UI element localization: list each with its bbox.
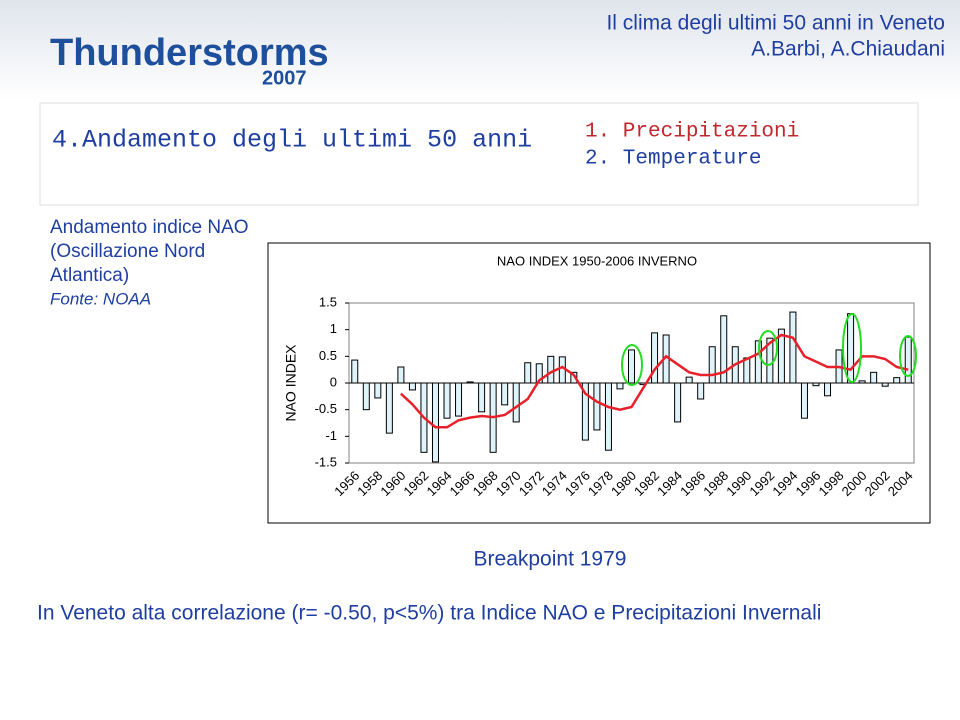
y-tick-label: 1.5 (319, 294, 337, 309)
bar (754, 340, 762, 384)
bar (512, 382, 520, 423)
conclusion: In Veneto alta correlazione (r= -0.50, p… (37, 602, 821, 625)
bar (431, 382, 439, 463)
section-heading: 4.Andamento degli ultimi 50 anni (52, 126, 532, 155)
bar (478, 382, 486, 413)
description-line: (Oscillazione Nord (50, 241, 205, 262)
bar (455, 382, 463, 417)
bar (800, 382, 808, 419)
bar (812, 382, 820, 387)
logo: Thunderstorms (50, 32, 329, 74)
highlight-circles (621, 313, 917, 386)
y-tick-label: 0.5 (319, 348, 337, 363)
bar (651, 332, 659, 384)
y-tick-label: -1 (325, 428, 337, 443)
description: Andamento indice NAO (Oscillazione Nord At… (50, 217, 249, 308)
bar (351, 359, 359, 384)
bar (581, 382, 589, 441)
chart-title: NAO INDEX 1950-2006 INVERNO (497, 253, 697, 268)
logo-year: 2007 (262, 67, 307, 89)
bar (674, 382, 682, 423)
bar (881, 382, 889, 387)
bar (362, 382, 370, 411)
bar (443, 382, 451, 419)
y-axis-label: NAO INDEX (283, 344, 299, 422)
bar (789, 311, 797, 384)
slide-title: Il clima degli ultimi 50 anni in Veneto (606, 12, 945, 35)
bar (720, 315, 728, 384)
bar (535, 363, 543, 384)
bar (524, 362, 532, 384)
bar (708, 346, 716, 384)
bar (501, 382, 509, 406)
y-tick-label: 1 (330, 321, 337, 336)
bar (408, 382, 416, 391)
section-box (39, 102, 919, 206)
bar (697, 382, 705, 400)
bar (466, 381, 474, 384)
section-item: 1. Precipitazioni (585, 121, 799, 144)
bar (870, 371, 878, 384)
bar (616, 382, 624, 390)
line (400, 333, 909, 429)
y-tick-label: -1.5 (315, 454, 337, 469)
bar (685, 376, 693, 384)
bar (858, 380, 866, 384)
bar (547, 355, 555, 384)
bar (766, 337, 774, 384)
source: Fonte: NOAA (50, 289, 151, 308)
bar (743, 357, 751, 384)
bar (604, 382, 612, 451)
y-tick-label: 0 (330, 374, 337, 389)
bar (847, 313, 855, 384)
bar (777, 328, 785, 384)
bar (893, 377, 901, 384)
bar (824, 382, 832, 397)
slide-authors: A.Barbi, A.Chiaudani (751, 38, 945, 61)
header-band (0, 0, 960, 100)
description-line: Andamento indice NAO (50, 217, 249, 238)
breakpoint-note: Breakpoint 1979 (474, 548, 627, 571)
description-line: Atlantica) (50, 265, 129, 286)
bar (628, 349, 635, 384)
bar (385, 382, 393, 434)
bar (593, 382, 601, 431)
bar (374, 382, 382, 399)
y-tick-label: -0.5 (315, 401, 337, 416)
bar (397, 366, 405, 384)
bar (904, 336, 912, 384)
section-item: 2. Temperature (585, 148, 761, 171)
